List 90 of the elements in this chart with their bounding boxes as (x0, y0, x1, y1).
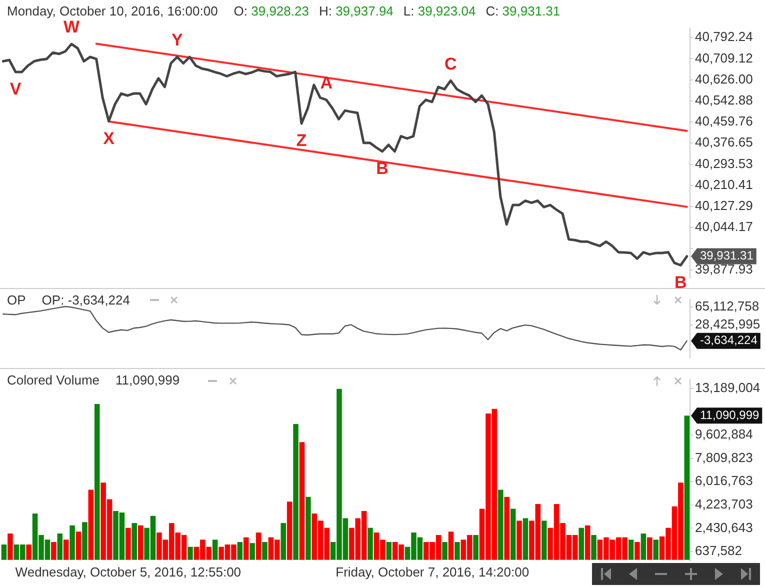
data-label: Y (171, 30, 184, 50)
bar (76, 532, 82, 560)
bar (8, 534, 13, 560)
bar (516, 520, 522, 560)
bar (94, 404, 100, 560)
x-tick-label: Wednesday, October 5, 2016, 12:55:00 (15, 564, 242, 580)
text: O: 39,928.23 (234, 4, 309, 19)
annotation: OP: -3,634,224 (42, 292, 130, 308)
y-tick-label: 40,626.00 (695, 71, 753, 86)
bar (26, 544, 32, 560)
bar (250, 543, 255, 560)
text: L: 39,923.04 (403, 4, 476, 19)
bar (653, 540, 658, 560)
y-tick-label: 28,425,995 (695, 316, 760, 332)
bar (640, 534, 646, 560)
data-label: X (103, 128, 116, 148)
bar (510, 508, 516, 560)
bar (498, 490, 504, 560)
y-tick-label: 40,127.29 (695, 198, 753, 214)
bar (454, 542, 460, 560)
y-tick-label: 637,582 (695, 543, 742, 558)
y-tick-label: 40,542.88 (695, 92, 753, 108)
bar (262, 542, 268, 560)
text: H: 39,937.94 (318, 4, 394, 19)
bar (306, 496, 311, 560)
bar (541, 520, 547, 560)
text: 11,090,999 (700, 408, 760, 422)
data-label: B (376, 159, 388, 178)
text: -3,634,224 (700, 333, 758, 348)
bar (132, 523, 138, 560)
bar (684, 416, 690, 560)
y-tick-label: 13,189,004 (695, 380, 760, 395)
y-tick-label: 2,430,643 (695, 520, 753, 535)
y-tick-label: 65,112,758 (695, 298, 760, 314)
bar (591, 534, 596, 560)
data-label: Z (296, 131, 307, 150)
bar (299, 442, 305, 560)
bar (584, 525, 590, 560)
bar (578, 528, 584, 560)
bar (386, 542, 392, 560)
bar (212, 540, 218, 560)
bar (126, 528, 131, 560)
bar (63, 540, 69, 560)
bar (628, 540, 634, 560)
data-label: B (674, 272, 687, 292)
bar (442, 542, 448, 560)
y-tick-label: 40,376.65 (695, 134, 753, 150)
text: C: 39,931.31 (486, 4, 560, 19)
bar (293, 424, 298, 560)
data-label: C (444, 54, 457, 74)
bar (286, 502, 292, 560)
annotation: 11,090,999 (116, 372, 180, 388)
bar (88, 490, 94, 560)
y-tick-label: 39,877.93 (695, 261, 753, 276)
bar (51, 542, 56, 560)
bar (243, 537, 249, 560)
bar (188, 546, 193, 560)
bar (57, 534, 63, 560)
data-label: V (10, 80, 22, 99)
bar (647, 537, 652, 560)
y-tick-label: 9,602,884 (695, 426, 753, 442)
bar (280, 523, 286, 560)
y-tick-label: 7,809,823 (695, 450, 753, 465)
bar (634, 542, 640, 560)
bar (504, 496, 510, 560)
y-tick-label: 40,459.76 (695, 114, 753, 129)
text: 39,931.31 (700, 248, 754, 263)
bar (256, 532, 262, 560)
y-tick-label: 4,223,703 (695, 496, 753, 512)
bar (448, 532, 454, 560)
y-tick-label: 40,044.17 (695, 219, 753, 234)
bar (237, 542, 243, 560)
y-tick-label: 40,210.41 (695, 176, 753, 192)
bar (522, 518, 528, 560)
y-tick-label: 40,709.12 (695, 50, 753, 66)
bar (368, 528, 373, 560)
bar (82, 522, 88, 560)
bar (1, 544, 7, 560)
bar (138, 525, 144, 560)
y-tick-label: 40,792.24 (695, 29, 753, 44)
x-tick-label: Friday, October 7, 2016, 14:20:00 (336, 564, 530, 580)
chart-title: OP (7, 292, 26, 308)
data-label: A (320, 74, 332, 93)
chart-title: Colored Volume (7, 372, 100, 388)
y-tick-label: 6,016,763 (695, 473, 753, 488)
bar (70, 525, 75, 560)
data-label: W (63, 18, 80, 37)
y-tick-label: 40,293.53 (695, 156, 753, 171)
bar (473, 534, 478, 560)
chart-subtitle: Monday, October 10, 2016, 16:00:00 (7, 4, 218, 19)
